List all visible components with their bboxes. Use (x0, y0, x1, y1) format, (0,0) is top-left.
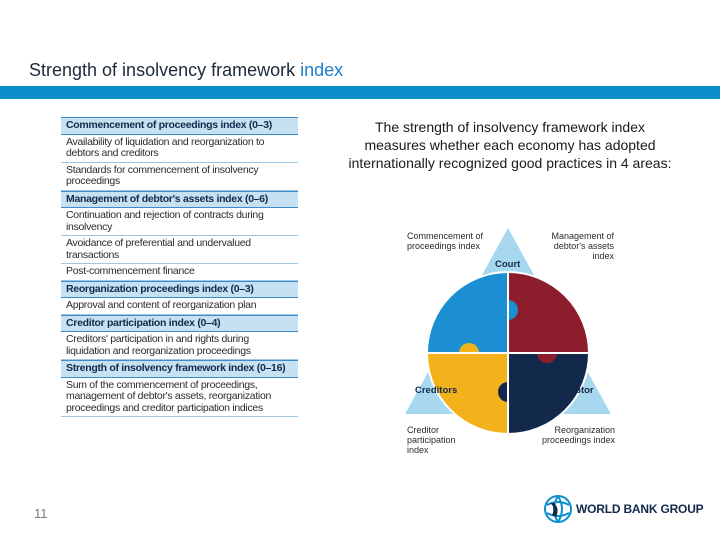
label-creditor-participation: Creditor participation index (407, 425, 456, 455)
table-row: Creditors' participation in and rights d… (61, 332, 298, 360)
logo-text: WORLD BANK GROUP (576, 502, 704, 516)
label-commencement: Commencement of proceedings index (407, 231, 484, 251)
globe-icon (544, 495, 572, 523)
table-row: Approval and content of reorganization p… (61, 298, 298, 315)
puzzle-piece-red (508, 272, 589, 353)
label-creditors: Creditors (415, 385, 458, 396)
slide-title: Strength of insolvency framework index (29, 60, 343, 81)
table-row: Continuation and rejection of contracts … (61, 208, 298, 236)
table-section-header: Creditor participation index (0–4) (61, 314, 298, 332)
table-section-header: Strength of insolvency framework index (… (61, 360, 298, 378)
title-rule (0, 86, 720, 99)
index-table: Commencement of proceedings index (0–3) A… (61, 117, 298, 417)
puzzle-piece-blue (427, 272, 508, 353)
table-section-header: Reorganization proceedings index (0–3) (61, 280, 298, 298)
puzzle-diagram: Commencement of proceedings index Manage… (395, 222, 620, 467)
puzzle-piece-navy (508, 353, 589, 434)
table-row: Post-commencement finance (61, 264, 298, 281)
world-bank-logo: WORLD BANK GROUP (544, 495, 704, 523)
table-row: Avoidance of preferential and undervalue… (61, 236, 298, 264)
label-management: Management of debtor's assets index (551, 231, 614, 261)
description-text: The strength of insolvency framework ind… (348, 119, 672, 171)
page-number: 11 (34, 506, 48, 521)
table-section-header: Management of debtor's assets index (0–6… (61, 190, 298, 208)
title-text: Strength of insolvency framework (29, 60, 301, 80)
puzzle-piece-yellow (427, 353, 508, 434)
label-debtor: Debtor (563, 385, 594, 396)
table-row: Sum of the commencement of proceedings, … (61, 378, 298, 417)
table-row: Availability of liquidation and reorgani… (61, 135, 298, 163)
table-row: Standards for commencement of insolvency… (61, 163, 298, 191)
label-court: Court (495, 259, 521, 270)
title-accent: index (300, 60, 344, 80)
label-reorganization: Reorganization proceedings index (541, 425, 615, 445)
puzzle-triangle-graphic (405, 228, 611, 435)
table-section-header: Commencement of proceedings index (0–3) (61, 117, 298, 135)
